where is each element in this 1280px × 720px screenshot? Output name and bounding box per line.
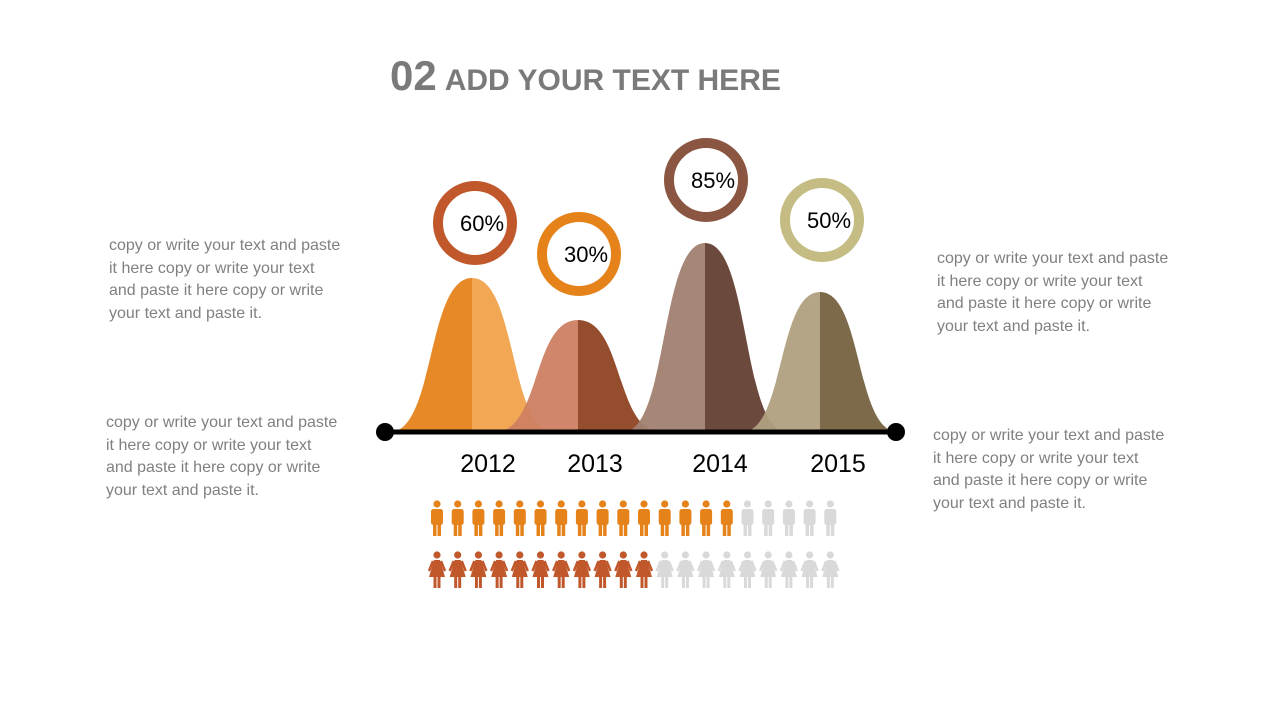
man-icon <box>700 500 713 536</box>
woman-icon <box>614 551 633 588</box>
text-line: copy or write your text and paste <box>109 237 341 254</box>
bell-right-2015 <box>820 292 898 432</box>
man-icon <box>679 500 692 536</box>
man-icon <box>513 500 526 536</box>
text-line: and paste it here copy or write <box>933 472 1148 490</box>
woman-icon <box>634 551 654 588</box>
bell-left-2015 <box>742 292 820 432</box>
woman-icon <box>821 551 840 588</box>
bell-left-2012 <box>390 278 472 432</box>
bell-right-2013 <box>578 320 661 432</box>
timeline-end-dot <box>887 423 905 441</box>
title-text: ADD YOUR TEXT HERE <box>444 64 781 97</box>
percent-ring-2013 <box>537 212 621 296</box>
text-block-left-bottom: copy or write your text and paste it her… <box>106 412 337 502</box>
woman-icon <box>572 551 592 588</box>
text-line: your text and paste it. <box>933 494 1086 512</box>
woman-icon <box>593 551 612 588</box>
woman-icon <box>448 551 467 588</box>
text-line: and paste it here copy or write <box>937 295 1152 313</box>
man-icon <box>555 500 568 536</box>
man-icon <box>451 500 464 536</box>
text-line: your text and paste it. <box>109 304 262 322</box>
percent-label-2012: 60% <box>460 211 504 236</box>
text-line: your text and paste it. <box>937 317 1090 335</box>
year-label-2015: 2015 <box>810 450 866 478</box>
woman-icon <box>759 551 778 588</box>
text-line: it here copy or write your text <box>109 259 315 277</box>
text-line: and paste it here copy or write <box>109 282 324 300</box>
text-line: copy or write your text and paste <box>106 414 338 431</box>
woman-icon <box>676 551 695 588</box>
man-icon <box>575 500 588 536</box>
woman-icon <box>552 551 571 588</box>
bell-left-2013 <box>495 320 578 432</box>
man-icon <box>493 500 506 536</box>
man-icon <box>658 500 671 536</box>
text-block-right-top: copy or write your text and paste it her… <box>937 248 1168 338</box>
man-icon <box>741 500 754 536</box>
man-icon <box>617 500 630 536</box>
man-icon <box>782 500 795 536</box>
man-icon <box>596 500 609 536</box>
year-label-2013: 2013 <box>567 450 623 478</box>
slide-title: 02 ADD YOUR TEXT HERE <box>390 52 781 100</box>
text-line: it here copy or write your text <box>937 272 1143 290</box>
man-icon <box>431 500 443 536</box>
woman-icon <box>469 551 488 588</box>
title-number: 02 <box>390 52 437 99</box>
text-line: it here copy or write your text <box>933 449 1139 467</box>
text-block-right-bottom: copy or write your text and paste it her… <box>933 425 1164 515</box>
woman-icon <box>531 551 550 588</box>
text-line: copy or write your text and paste <box>937 250 1169 267</box>
man-icon <box>472 500 485 536</box>
bell-right-2014 <box>705 243 787 432</box>
year-label-2012: 2012 <box>460 450 516 478</box>
man-icon <box>803 500 816 536</box>
woman-icon <box>738 551 757 588</box>
woman-icon <box>779 551 799 588</box>
man-icon <box>762 500 775 536</box>
woman-icon <box>800 551 819 588</box>
text-line: your text and paste it. <box>106 481 259 499</box>
man-icon <box>824 500 837 536</box>
woman-icon <box>696 551 716 588</box>
text-line: and paste it here copy or write <box>106 459 321 477</box>
year-label-2014: 2014 <box>692 450 748 478</box>
text-line: it here copy or write your text <box>106 436 312 454</box>
text-block-left-top: copy or write your text and paste it her… <box>109 235 340 325</box>
woman-icon <box>427 551 447 588</box>
woman-icon <box>655 551 674 588</box>
woman-icon <box>717 551 736 588</box>
percent-label-2013: 30% <box>564 242 608 267</box>
man-icon <box>534 500 547 536</box>
man-icon <box>720 500 733 536</box>
percent-ring-2014 <box>664 138 748 222</box>
bell-right-2012 <box>472 278 554 432</box>
text-line: copy or write your text and paste <box>933 427 1165 444</box>
timeline-start-dot <box>376 423 394 441</box>
woman-icon <box>510 551 529 588</box>
percent-label-2014: 85% <box>691 168 735 193</box>
bell-left-2014 <box>623 243 705 432</box>
man-icon <box>638 500 650 536</box>
percent-ring-2015 <box>780 178 864 262</box>
percent-ring-2012 <box>433 181 517 265</box>
woman-icon <box>489 551 509 588</box>
percent-label-2015: 50% <box>807 208 851 233</box>
